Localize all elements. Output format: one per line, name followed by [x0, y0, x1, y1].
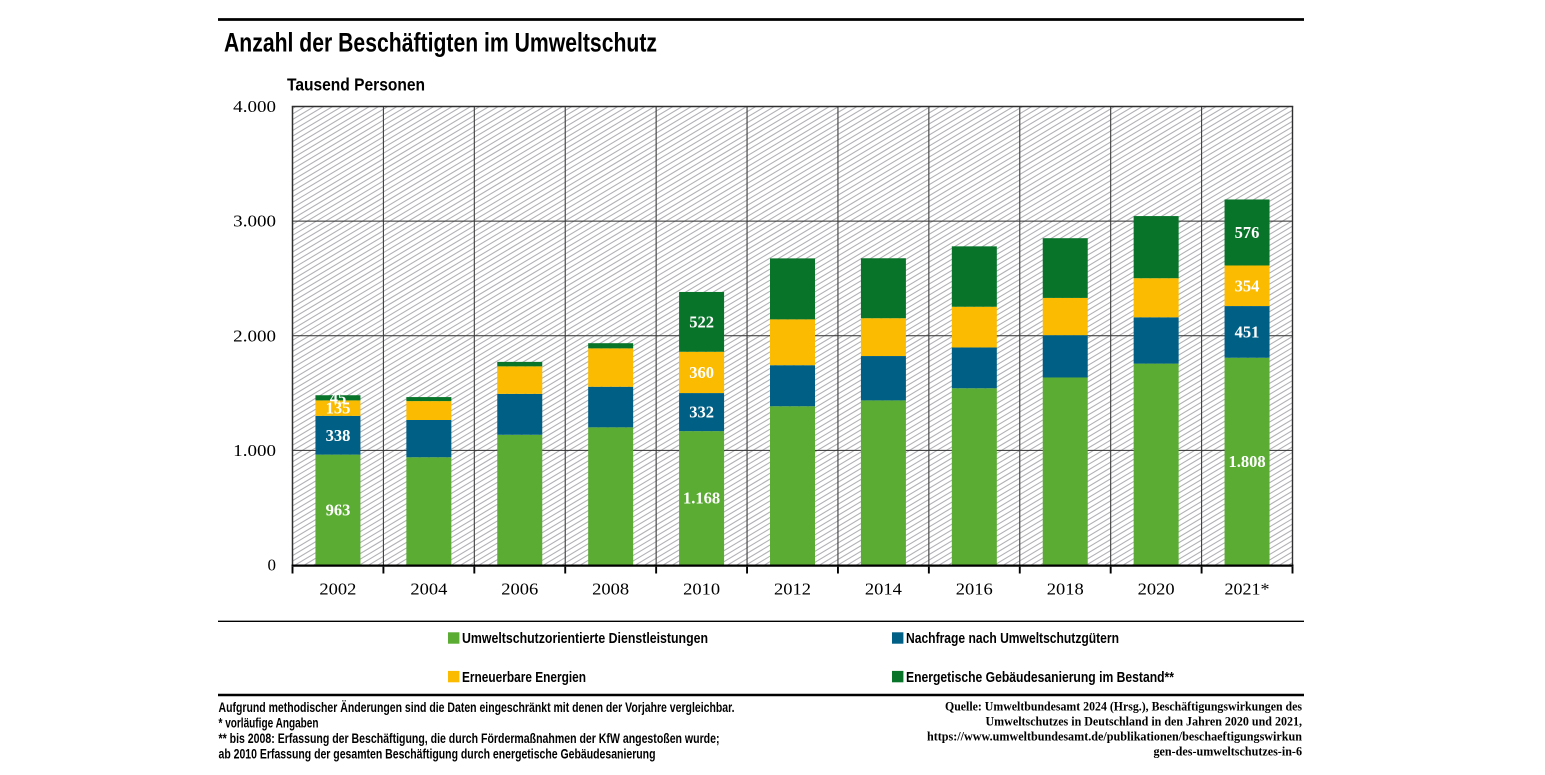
svg-text:https://www.umweltbundesamt.de: https://www.umweltbundesamt.de/publikati… [927, 728, 1303, 743]
svg-text:Tausend Personen: Tausend Personen [287, 75, 425, 95]
svg-text:332: 332 [689, 403, 714, 422]
svg-text:1.808: 1.808 [1228, 452, 1265, 471]
svg-text:Energetische Gebäudesanierung: Energetische Gebäudesanierung im Bestand… [906, 670, 1174, 686]
svg-text:Umweltschutzes in Deutschland: Umweltschutzes in Deutschland in den Jah… [986, 714, 1303, 729]
svg-text:135: 135 [326, 399, 351, 418]
svg-text:2.000: 2.000 [233, 326, 276, 345]
svg-text:Umweltschutzorientierte Dienst: Umweltschutzorientierte Dienstleistungen [462, 631, 708, 647]
svg-text:2010: 2010 [683, 580, 720, 599]
svg-text:338: 338 [326, 426, 351, 445]
svg-text:2008: 2008 [592, 580, 629, 599]
svg-text:Quelle: Umweltbundesamt 2024 (: Quelle: Umweltbundesamt 2024 (Hrsg.), Be… [945, 699, 1302, 714]
svg-text:0: 0 [268, 556, 277, 575]
svg-text:2016: 2016 [956, 580, 993, 599]
svg-text:522: 522 [689, 312, 714, 331]
svg-text:2021*: 2021* [1225, 580, 1270, 599]
svg-text:45: 45 [330, 388, 347, 407]
svg-text:4.000: 4.000 [233, 97, 276, 116]
svg-text:ab 2010 Erfassung der gesamten: ab 2010 Erfassung der gesamten Beschäfti… [219, 747, 656, 762]
svg-text:2002: 2002 [319, 580, 356, 599]
svg-text:451: 451 [1235, 323, 1260, 342]
svg-text:* vorläufige Angaben: * vorläufige Angaben [219, 716, 319, 731]
svg-text:** bis 2008: Erfassung der Bes: ** bis 2008: Erfassung der Beschäftigung… [219, 731, 720, 746]
svg-text:gen-des-umweltschutzes-in-6: gen-des-umweltschutzes-in-6 [1154, 744, 1303, 759]
svg-text:2004: 2004 [410, 580, 448, 599]
svg-text:Nachfrage nach Umweltschutzgüt: Nachfrage nach Umweltschutzgütern [906, 631, 1119, 647]
svg-text:Anzahl der Beschäftigten im Um: Anzahl der Beschäftigten im Umweltschutz [224, 28, 657, 58]
svg-text:354: 354 [1235, 276, 1260, 295]
svg-text:2020: 2020 [1138, 580, 1175, 599]
svg-text:2014: 2014 [865, 580, 903, 599]
svg-text:2012: 2012 [774, 580, 811, 599]
svg-text:360: 360 [689, 363, 714, 382]
svg-text:1.168: 1.168 [683, 489, 720, 508]
svg-text:963: 963 [326, 500, 351, 519]
svg-text:576: 576 [1235, 223, 1260, 242]
svg-text:3.000: 3.000 [233, 212, 276, 231]
svg-text:1.000: 1.000 [233, 441, 276, 460]
svg-text:2006: 2006 [501, 580, 538, 599]
svg-text:2018: 2018 [1047, 580, 1084, 599]
svg-text:Aufgrund methodischer Änderung: Aufgrund methodischer Änderungen sind di… [219, 699, 735, 715]
svg-text:Erneuerbare Energien: Erneuerbare Energien [462, 670, 586, 686]
